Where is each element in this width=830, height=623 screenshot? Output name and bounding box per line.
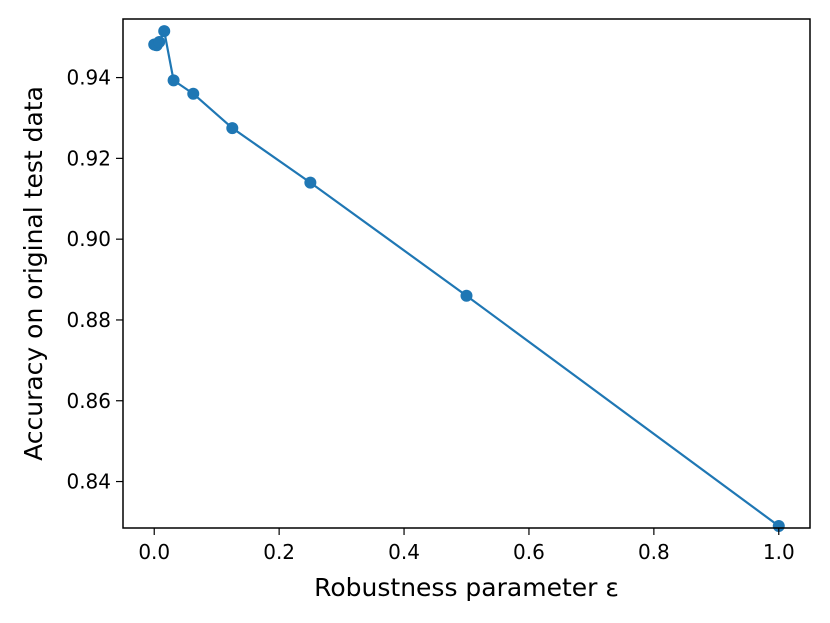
y-tick-label: 0.86: [66, 389, 111, 413]
y-tick-label: 0.92: [66, 146, 111, 170]
x-axis-ticks: 0.0 0.2 0.4 0.6 0.8 1.0: [138, 528, 795, 564]
data-point: [460, 289, 473, 302]
y-tick-label: 0.88: [66, 308, 111, 332]
x-tick-label: 0.6: [513, 540, 545, 564]
data-point: [304, 176, 317, 189]
x-tick-label: 1.0: [763, 540, 795, 564]
data-point: [153, 36, 166, 49]
plot-area: [148, 25, 785, 532]
x-tick-label: 0.0: [138, 540, 170, 564]
x-axis-label: Robustness parameter ε: [314, 573, 619, 602]
y-tick-label: 0.90: [66, 227, 111, 251]
y-tick-label: 0.94: [66, 66, 111, 90]
data-point: [772, 519, 785, 532]
y-axis-ticks: 0.84 0.86 0.88 0.90 0.92 0.94: [66, 66, 123, 494]
x-tick-label: 0.4: [388, 540, 420, 564]
data-point: [226, 122, 239, 135]
x-tick-label: 0.2: [263, 540, 295, 564]
x-tick-label: 0.8: [638, 540, 670, 564]
y-axis-label: Accuracy on original test data: [19, 86, 48, 461]
data-point: [158, 25, 171, 38]
plot-frame: [122, 18, 811, 529]
data-point: [167, 74, 180, 87]
y-tick-label: 0.84: [66, 470, 111, 494]
data-point: [187, 87, 200, 100]
